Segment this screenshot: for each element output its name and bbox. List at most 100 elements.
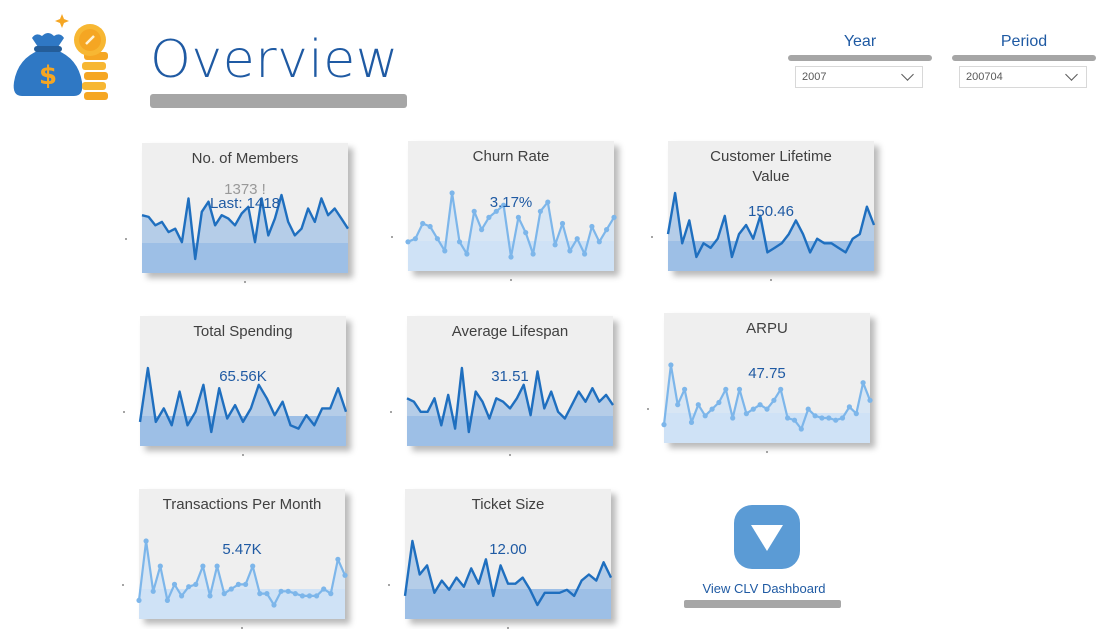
kpi-card-transactions-per-month[interactable]: Transactions Per Month 5.47K bbox=[122, 489, 348, 629]
sparkline-point bbox=[486, 214, 492, 220]
axis-tick-dot bbox=[647, 408, 649, 410]
sparkline-point bbox=[493, 208, 499, 214]
kpi-card-ticket-size[interactable]: Ticket Size 12.00 bbox=[388, 489, 613, 629]
sparkline-point bbox=[574, 236, 580, 242]
sparkline-point bbox=[604, 227, 610, 233]
axis-tick-dot bbox=[770, 279, 772, 281]
sparkline-chart bbox=[403, 539, 613, 619]
kpi-card-churn-rate[interactable]: Churn Rate 3.17% bbox=[391, 141, 617, 281]
sparkline-area bbox=[405, 541, 611, 619]
card-title: Customer Lifetime Value bbox=[710, 148, 832, 185]
card-value: 12.00 bbox=[489, 541, 527, 558]
sparkline-point bbox=[264, 591, 270, 597]
year-dropdown[interactable]: 2007 bbox=[795, 66, 923, 88]
card-value: 5.47K bbox=[222, 541, 262, 558]
sparkline-point bbox=[143, 538, 149, 544]
sparkline-point bbox=[221, 591, 227, 597]
sparkline-area bbox=[664, 365, 870, 443]
kpi-card-customer-lifetime-value[interactable]: Customer Lifetime Value 150.46 bbox=[651, 141, 876, 281]
sparkline-point bbox=[567, 248, 573, 254]
card-ghost-value: 1373 ! bbox=[224, 181, 266, 198]
sparkline-line bbox=[403, 539, 613, 607]
sparkline-point bbox=[434, 236, 440, 242]
sparkline-point bbox=[464, 251, 470, 257]
sparkline-point bbox=[530, 251, 536, 257]
kpi-card-members[interactable]: No. of Members 1373 ! Last: 1418 bbox=[125, 143, 350, 283]
sparkline-point bbox=[819, 415, 825, 421]
sparkline-area bbox=[408, 193, 614, 271]
axis-tick-dot bbox=[651, 236, 653, 238]
sparkline-point bbox=[596, 239, 602, 245]
sparkline-point bbox=[545, 199, 551, 205]
sparkline-point bbox=[321, 586, 327, 592]
sparkline-chart bbox=[138, 366, 348, 446]
sparkline-point bbox=[314, 593, 320, 599]
money-bag-coins-icon: $ bbox=[10, 10, 110, 102]
chevron-down-icon[interactable] bbox=[901, 68, 914, 81]
sparkline-point bbox=[243, 581, 249, 587]
sparkline-chart bbox=[405, 190, 617, 271]
sparkline-point bbox=[150, 588, 156, 594]
period-slicer-label: Period bbox=[1000, 33, 1048, 50]
sparkline-point bbox=[456, 239, 463, 245]
sparkline-chart bbox=[136, 538, 348, 619]
sparkline-point bbox=[200, 563, 206, 569]
sparkline-point bbox=[537, 208, 543, 214]
card-value: 65.56K bbox=[219, 368, 267, 385]
period-dropdown[interactable]: 200704 bbox=[959, 66, 1087, 88]
card-title: Ticket Size bbox=[471, 496, 545, 513]
sparkline-point bbox=[682, 386, 688, 392]
card-title: Total Spending bbox=[193, 323, 293, 340]
sparkline-chart bbox=[406, 366, 614, 446]
sparkline-point bbox=[292, 591, 298, 597]
title-underline-bar bbox=[150, 94, 407, 108]
sparkline-point bbox=[826, 415, 832, 421]
sparkline-point bbox=[157, 563, 163, 569]
sparkline-point bbox=[342, 572, 348, 578]
kpi-card-total-spending[interactable]: Total Spending 65.56K bbox=[123, 316, 348, 456]
sparkline-point bbox=[582, 251, 588, 257]
card-value: 47.75 bbox=[748, 365, 786, 382]
sparkline-line bbox=[141, 193, 350, 261]
sparkline-point bbox=[833, 417, 839, 423]
sparkline-point bbox=[860, 380, 866, 386]
sparkline-point bbox=[193, 581, 199, 587]
card-value: 3.17% bbox=[489, 194, 533, 211]
view-clv-dashboard-button[interactable] bbox=[734, 505, 800, 569]
sparkline-point bbox=[798, 426, 804, 432]
period-dropdown-value: 200704 bbox=[966, 71, 1003, 83]
sparkline-area bbox=[140, 368, 346, 446]
sparkline-point bbox=[589, 223, 595, 230]
sparkline-point bbox=[278, 588, 284, 594]
sparkline-point bbox=[736, 386, 743, 392]
clv-underline-bar bbox=[684, 600, 841, 608]
chevron-down-icon[interactable] bbox=[1065, 68, 1078, 81]
sparkline-point bbox=[552, 242, 558, 248]
sparkline-point bbox=[709, 406, 715, 412]
sparkline-point bbox=[471, 208, 477, 214]
card-value: Last: 1418 bbox=[209, 195, 281, 212]
page-title: Overview bbox=[150, 30, 399, 90]
axis-tick-dot bbox=[766, 451, 768, 453]
sparkline-point bbox=[299, 593, 305, 599]
sparkline-point bbox=[757, 402, 763, 408]
sparkline-point bbox=[764, 406, 770, 412]
view-clv-dashboard-label[interactable]: View CLV Dashboard bbox=[702, 581, 826, 596]
axis-tick-dot bbox=[125, 238, 127, 240]
kpi-card-average-lifespan[interactable]: Average Lifespan 31.51 bbox=[390, 316, 614, 456]
sparkline-point bbox=[285, 588, 291, 594]
card-title: ARPU bbox=[746, 320, 788, 337]
sparkline-chart bbox=[666, 191, 876, 271]
card-title: Churn Rate bbox=[472, 148, 550, 165]
sparkline-point bbox=[515, 214, 521, 220]
sparkline-point bbox=[257, 591, 263, 597]
sparkline-point bbox=[688, 419, 695, 425]
axis-tick-dot bbox=[122, 584, 124, 586]
sparkline-point bbox=[778, 386, 784, 392]
sparkline-chart bbox=[661, 362, 873, 443]
card-title: Average Lifespan bbox=[451, 323, 569, 340]
kpi-card-arpu[interactable]: ARPU 47.75 bbox=[647, 313, 873, 453]
sparkline-point bbox=[328, 591, 334, 597]
sparkline-chart bbox=[141, 193, 350, 273]
sparkline-point bbox=[228, 586, 234, 592]
